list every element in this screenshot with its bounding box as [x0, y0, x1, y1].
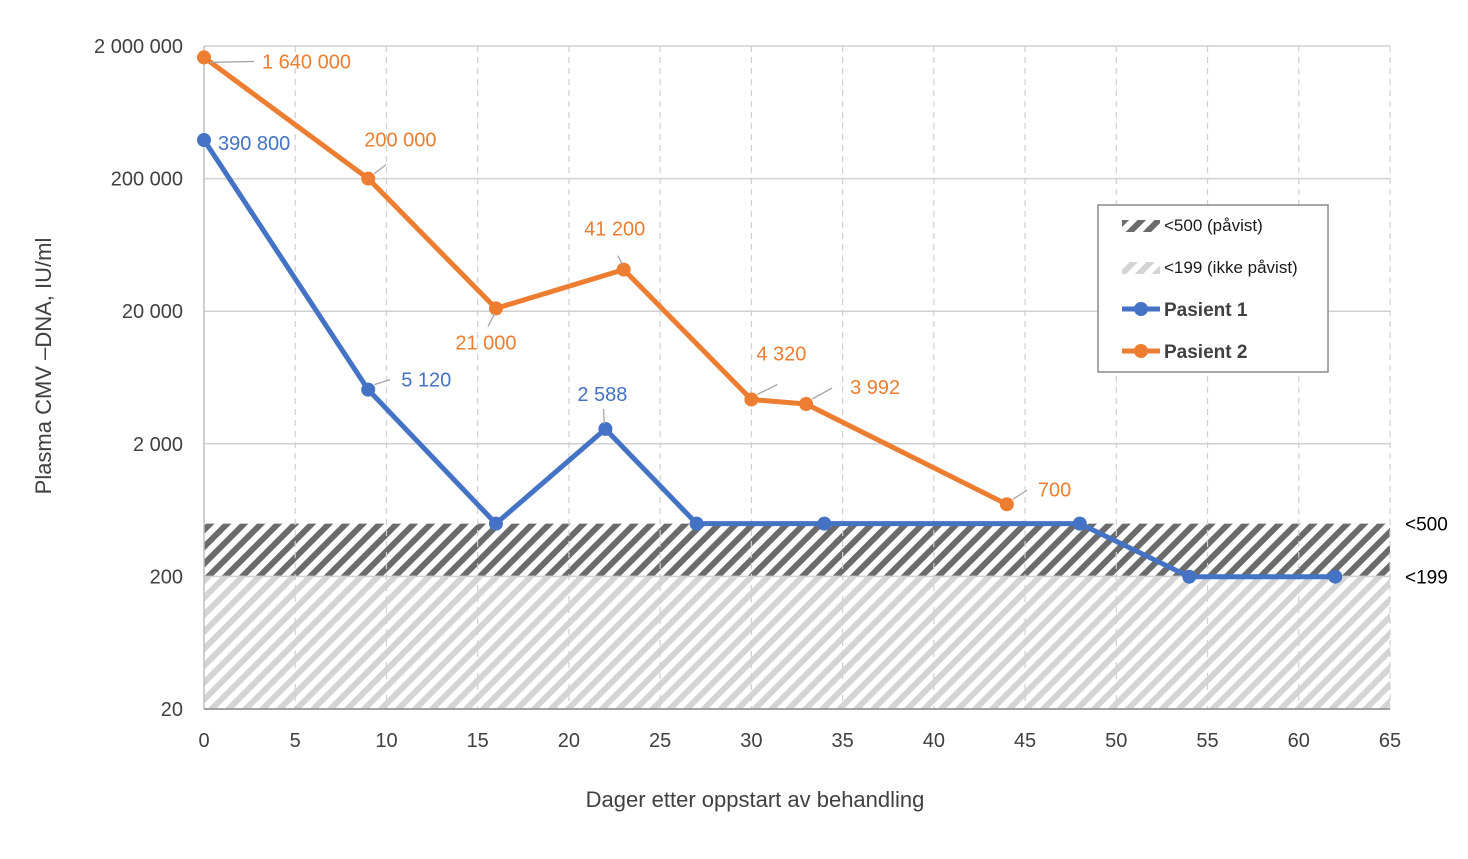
- data-point: [197, 133, 211, 148]
- data-label: 1 640 000: [262, 51, 351, 73]
- data-label-leader: [374, 379, 391, 386]
- x-tick-label: 45: [1014, 730, 1036, 752]
- band-detected: [204, 523, 1390, 577]
- data-label: 2 588: [577, 384, 627, 406]
- x-tick-label: 65: [1379, 730, 1401, 752]
- data-point: [616, 262, 631, 277]
- data-label-leader: [209, 60, 255, 64]
- data-label: 21 000: [455, 332, 516, 354]
- y-tick-label: 20 000: [122, 301, 183, 323]
- legend-band-swatch: [1122, 220, 1160, 232]
- x-tick-label: 50: [1105, 730, 1127, 752]
- y-axis-title: Plasma CMV –DNA, IU/ml: [31, 238, 56, 495]
- data-point: [1182, 569, 1197, 584]
- legend-band-swatch: [1122, 262, 1160, 274]
- y-tick-label: 200 000: [111, 169, 183, 191]
- data-point: [744, 392, 759, 407]
- data-label-leader: [487, 313, 496, 327]
- band-edge-label: <500: [1405, 515, 1448, 536]
- y-tick-label: 200: [150, 566, 183, 588]
- data-label: 5 120: [401, 370, 451, 392]
- data-label: 390 800: [218, 133, 290, 155]
- x-tick-label: 25: [649, 730, 671, 752]
- x-tick-label: 60: [1288, 730, 1310, 752]
- data-label-leader: [602, 408, 606, 425]
- x-tick-label: 10: [375, 730, 397, 752]
- data-point: [488, 516, 503, 531]
- data-point: [689, 516, 704, 531]
- series-line-2: [201, 54, 1010, 507]
- data-label-leader: [373, 164, 387, 175]
- x-tick-label: 20: [558, 730, 580, 752]
- data-point: [197, 50, 211, 65]
- data-point: [999, 497, 1014, 512]
- data-label: 700: [1038, 479, 1071, 501]
- data-label: 41 200: [584, 219, 645, 241]
- legend-series-marker: [1134, 344, 1148, 358]
- legend-band-label: <500 (påvist): [1164, 216, 1263, 235]
- data-point: [361, 171, 376, 186]
- data-label-leader: [811, 387, 833, 400]
- y-tick-label: 2 000: [133, 434, 183, 456]
- data-point: [799, 396, 814, 411]
- band-not-detected: [204, 576, 1390, 709]
- data-point: [361, 382, 376, 397]
- x-tick-label: 0: [198, 730, 209, 752]
- data-point: [488, 301, 503, 316]
- data-point: [1328, 569, 1343, 584]
- data-label-leader: [757, 383, 778, 396]
- data-point: [817, 516, 832, 531]
- data-label: 4 320: [756, 343, 806, 365]
- legend-box: [1097, 204, 1329, 373]
- x-tick-label: 5: [290, 730, 301, 752]
- x-tick-label: 30: [740, 730, 762, 752]
- data-point: [598, 421, 613, 436]
- x-tick-label: 55: [1196, 730, 1218, 752]
- legend-series-label: Pasient 1: [1164, 300, 1248, 321]
- band-edge-label: <199: [1405, 567, 1448, 588]
- legend-series-marker: [1134, 302, 1148, 316]
- data-label-leader: [617, 255, 624, 265]
- data-label: 200 000: [364, 130, 436, 152]
- x-tick-label: 40: [923, 730, 945, 752]
- x-tick-label: 35: [831, 730, 853, 752]
- legend-band-label: <199 (ikke påvist): [1164, 258, 1298, 277]
- y-tick-label: 2 000 000: [94, 36, 183, 58]
- data-label-leader: [1012, 489, 1028, 500]
- data-point: [1072, 516, 1087, 531]
- data-label: 3 992: [850, 377, 900, 399]
- x-axis-title: Dager etter oppstart av behandling: [586, 787, 925, 812]
- y-tick-label: 20: [161, 699, 183, 721]
- x-tick-label: 15: [467, 730, 489, 752]
- legend-series-label: Pasient 2: [1164, 342, 1247, 363]
